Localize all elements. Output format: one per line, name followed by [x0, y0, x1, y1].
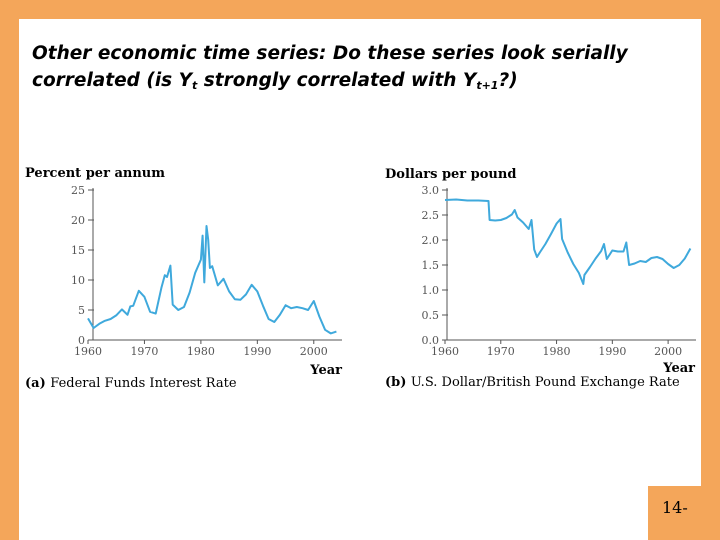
- chart-b-y-axis-label: Dollars per pound: [385, 167, 516, 182]
- slide-frame-top: [0, 0, 720, 19]
- chart-b-x-tick-label: 1970: [487, 345, 515, 358]
- chart-a-x-tick-label: 1990: [243, 345, 271, 358]
- chart-a-x-tick-label: 1980: [187, 345, 215, 358]
- title-part-a: correlated (is Y: [32, 70, 193, 91]
- slide-frame-left: [0, 0, 19, 540]
- slide-title: Other economic time series: Do these ser…: [32, 40, 712, 99]
- chart-b-x-tick-label: 2000: [654, 345, 682, 358]
- chart-b-x-axis-label: Year: [662, 361, 695, 376]
- title-subscript-t: t: [192, 79, 198, 92]
- page-number: 14-: [662, 498, 688, 517]
- chart-a-y-tick-label: 5: [78, 304, 85, 317]
- chart-a-y-axis-label: Percent per annum: [25, 166, 165, 181]
- title-line-2: correlated (is Yt strongly correlated wi…: [32, 67, 712, 99]
- chart-b-y-tick-label: 2.0: [422, 234, 440, 247]
- chart-a-y-tick-label: 25: [71, 184, 85, 197]
- chart-a-y-tick-label: 0: [78, 334, 85, 347]
- chart-b-x-tick-label: 1980: [543, 345, 571, 358]
- title-line-1: Other economic time series: Do these ser…: [32, 43, 628, 64]
- chart-b-series-line: [444, 198, 692, 285]
- chart-b-x-tick-label: 1990: [598, 345, 626, 358]
- title-part-b: strongly correlated with Y: [197, 70, 477, 91]
- chart-b-y-tick-label: 1.5: [422, 259, 440, 272]
- slide-frame-right: [701, 0, 720, 540]
- chart-a-caption-letter: (a): [25, 376, 50, 391]
- title-part-c: ?): [498, 70, 518, 91]
- chart-a-y-tick-label: 10: [71, 274, 85, 287]
- chart-b-y-tick-label: 2.5: [422, 209, 440, 222]
- chart-a-x-axis-label: Year: [309, 363, 342, 378]
- chart-b-caption: (b) U.S. Dollar/British Pound Exchange R…: [385, 375, 680, 390]
- chart-a-x-tick-label: 2000: [300, 345, 328, 358]
- chart-b-x-tick-label: 1960: [431, 345, 459, 358]
- chart-a-series-line: [87, 225, 337, 335]
- title-subscript-t-plus-1: t+1: [476, 79, 499, 92]
- chart-a-x-tick-label: 1960: [74, 345, 102, 358]
- chart-a-x-tick-label: 1970: [130, 345, 158, 358]
- chart-b-caption-letter: (b): [385, 375, 411, 390]
- chart-b-y-tick-label: 1.0: [422, 284, 440, 297]
- chart-a-caption-text: Federal Funds Interest Rate: [50, 376, 237, 391]
- chart-a-y-tick-label: 15: [71, 244, 85, 257]
- chart-b-caption-text: U.S. Dollar/British Pound Exchange Rate: [411, 375, 680, 390]
- page-number-box: [648, 486, 720, 540]
- chart-b-y-tick-label: 0.0: [422, 334, 440, 347]
- chart-a-caption: (a) Federal Funds Interest Rate: [25, 376, 237, 391]
- chart-a-y-tick-label: 20: [71, 214, 85, 227]
- chart-b-y-tick-label: 0.5: [422, 309, 440, 322]
- chart-b-y-tick-label: 3.0: [422, 184, 440, 197]
